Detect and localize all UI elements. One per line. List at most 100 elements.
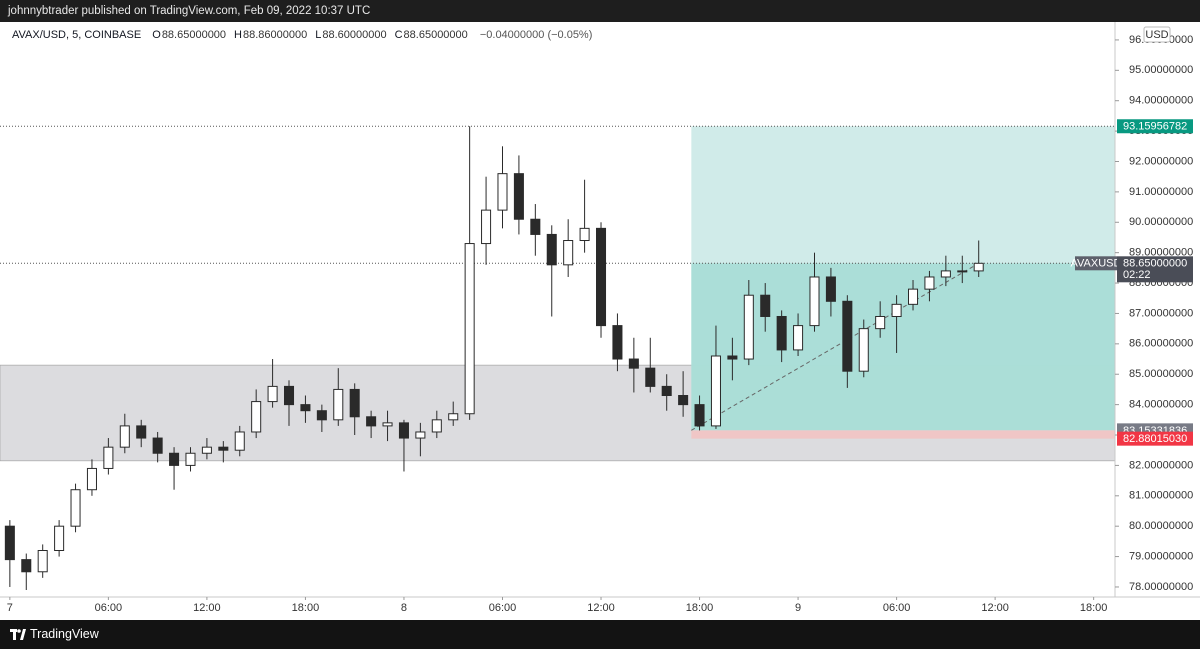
stop-zone	[691, 430, 1115, 439]
y-tick-label: 78.00000000	[1129, 581, 1193, 593]
candle-body	[579, 227, 590, 242]
candle-body	[300, 404, 311, 412]
candle-body	[54, 525, 65, 552]
candle-body	[596, 227, 607, 327]
candle-body	[267, 385, 278, 403]
ohlc-value: 88.86000000	[243, 29, 308, 41]
candle-body	[415, 431, 426, 439]
candle-body	[37, 550, 48, 573]
x-tick-label: 7	[7, 602, 13, 614]
candle-body	[316, 410, 327, 421]
candle-body	[448, 413, 459, 421]
candle-body	[809, 276, 820, 327]
stop-price-label-box	[1117, 431, 1193, 446]
candle-body	[563, 240, 574, 266]
y-tick-label: 79.00000000	[1129, 550, 1193, 562]
candle-body	[201, 446, 212, 454]
x-tick-label: 12:00	[587, 602, 615, 614]
candle-body	[218, 446, 229, 451]
x-tick-label: 12:00	[193, 602, 221, 614]
candle-body	[4, 525, 15, 561]
symbol-label: AVAXUSD	[1071, 258, 1122, 270]
y-tick-label: 86.00000000	[1129, 338, 1193, 350]
candle-body	[333, 388, 344, 421]
x-tick-label: 18:00	[686, 602, 714, 614]
candle-body	[70, 489, 81, 527]
candle-body	[891, 303, 902, 317]
logo	[10, 629, 26, 640]
entry-to-price	[691, 262, 979, 431]
target-price-label-box	[1117, 119, 1193, 134]
ohlc-value: 88.65000000	[161, 29, 227, 41]
x-tick-label: 9	[795, 602, 801, 614]
candle-body	[628, 358, 639, 369]
y-tick-label: 89.00000000	[1129, 247, 1193, 259]
ohlc-label: C	[394, 29, 403, 41]
candle-body	[86, 467, 97, 491]
open-profit-zone	[691, 263, 1115, 431]
candle-body	[842, 300, 853, 372]
candle-body	[513, 173, 524, 220]
candle-body	[234, 431, 245, 451]
candle-body	[185, 452, 196, 466]
x-tick-label: 18:00	[292, 602, 320, 614]
candle-body	[481, 209, 492, 245]
candle-body	[169, 452, 180, 466]
candle-body	[793, 325, 804, 351]
target-price-label: 93.15956782	[1123, 121, 1187, 133]
candle-body	[283, 385, 295, 406]
candle-body	[152, 437, 163, 454]
ohlc-label: H	[234, 29, 242, 41]
x-tick-label: 06:00	[489, 602, 517, 614]
y-tick-label: 87.00000000	[1129, 307, 1193, 319]
brand: TradingView	[30, 627, 99, 641]
ohlc: O88.65000000 H88.86000000 L88.60000000 C88.…	[152, 29, 476, 41]
candle-body	[908, 288, 919, 305]
candle-body	[21, 559, 32, 573]
candle-body	[612, 325, 623, 360]
ohlc-label: O	[152, 29, 161, 41]
stop-price-label: 82.88015030	[1123, 433, 1187, 445]
candle-body	[776, 315, 787, 351]
y-tick-label: 81.00000000	[1129, 490, 1193, 502]
footer: TradingView	[0, 620, 1200, 649]
currency-badge	[1143, 26, 1171, 43]
candle-body	[251, 401, 262, 433]
symbol-badge	[1075, 256, 1117, 271]
candle-body	[645, 367, 656, 387]
x-tick-label: 8	[401, 602, 407, 614]
y-tick-label: 91.00000000	[1129, 186, 1193, 198]
y-tick-label: 84.00000000	[1129, 399, 1193, 411]
candle-body	[940, 270, 951, 278]
candle-body	[760, 294, 771, 317]
y-tick-label: 90.00000000	[1129, 216, 1193, 228]
x-tick-label: 06:00	[883, 602, 911, 614]
candle-body	[382, 422, 393, 427]
candle-body	[825, 276, 836, 302]
y-tick-label: 82.00000000	[1129, 459, 1193, 471]
x-tick-label: 06:00	[95, 602, 123, 614]
candle-body	[398, 422, 409, 439]
candle-body	[678, 395, 689, 406]
y-tick-label: 95.00000000	[1129, 64, 1193, 76]
candle-body	[858, 328, 869, 372]
candle-body	[973, 262, 984, 272]
candle-body	[875, 315, 886, 330]
publish-header: johnnybtrader published on TradingView.c…	[0, 0, 1200, 22]
candle-body	[694, 404, 705, 427]
symbol-legend: AVAX/USD, 5, COINBASE O88.65000000 H88.86…	[12, 29, 593, 41]
candle-body	[366, 416, 377, 427]
y-tick-label: 92.00000000	[1129, 155, 1193, 167]
candle-body	[497, 173, 508, 211]
x-tick-label: 12:00	[981, 602, 1009, 614]
y-tick-label: 85.00000000	[1129, 368, 1193, 380]
candle-body	[727, 355, 738, 360]
ohlc-label: L	[315, 29, 322, 41]
candle-body	[661, 385, 672, 397]
change: −0.04000000 (−0.05%)	[479, 29, 593, 41]
ohlc-value: 88.65000000	[403, 29, 468, 41]
candle-body	[743, 294, 754, 360]
currency-label: USD	[1145, 29, 1168, 41]
